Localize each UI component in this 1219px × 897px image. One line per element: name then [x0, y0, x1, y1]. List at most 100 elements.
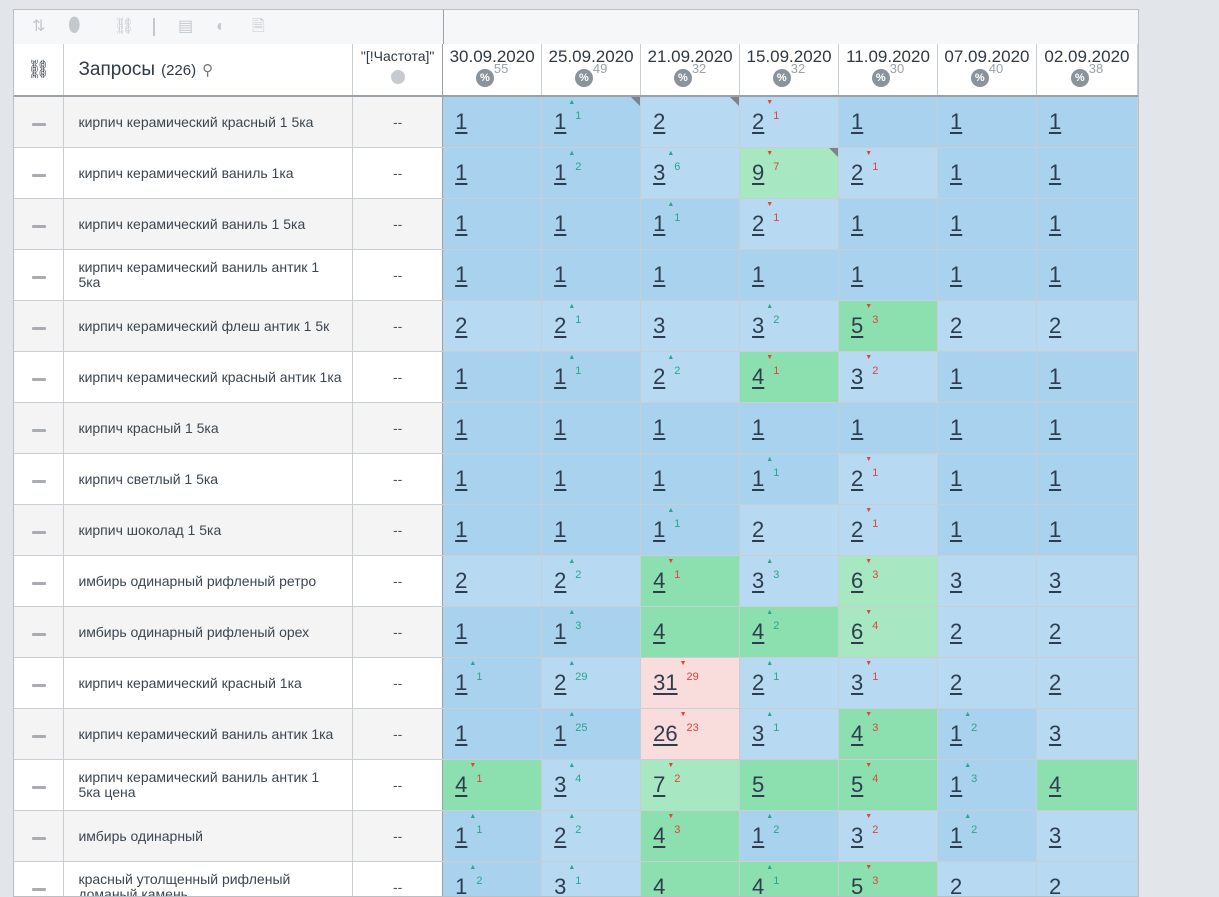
minus-icon[interactable]	[32, 378, 46, 381]
position-link[interactable]: 4	[752, 874, 764, 897]
position-link[interactable]: 2	[455, 568, 467, 593]
row-toggle-cell[interactable]	[14, 148, 64, 199]
percent-icon[interactable]: %	[1071, 69, 1089, 87]
minus-icon[interactable]	[32, 276, 46, 279]
percent-icon[interactable]: %	[476, 69, 494, 87]
position-link[interactable]: 1	[554, 517, 566, 542]
position-link[interactable]: 1	[1049, 517, 1061, 542]
position-link[interactable]: 1	[653, 466, 665, 491]
position-link[interactable]: 6	[851, 619, 863, 644]
position-link[interactable]: 1	[455, 619, 467, 644]
position-link[interactable]: 1	[455, 466, 467, 491]
position-link[interactable]: 1	[851, 109, 863, 134]
date-column-header[interactable]: 30.09.2020%55	[443, 44, 542, 96]
position-link[interactable]: 1	[752, 262, 764, 287]
position-link[interactable]: 5	[851, 313, 863, 338]
position-link[interactable]: 1	[851, 262, 863, 287]
minus-icon[interactable]	[32, 888, 46, 891]
position-link[interactable]: 1	[950, 721, 962, 746]
minus-icon[interactable]	[32, 786, 46, 789]
position-link[interactable]: 5	[851, 772, 863, 797]
position-link[interactable]: 1	[950, 415, 962, 440]
position-link[interactable]: 1	[554, 415, 566, 440]
position-link[interactable]: 4	[455, 772, 467, 797]
position-link[interactable]: 1	[950, 466, 962, 491]
position-link[interactable]: 1	[455, 415, 467, 440]
minus-icon[interactable]	[32, 123, 46, 126]
position-link[interactable]: 1	[455, 262, 467, 287]
row-toggle-cell[interactable]	[14, 505, 64, 556]
percent-icon[interactable]: %	[674, 69, 692, 87]
minus-icon[interactable]	[32, 837, 46, 840]
position-link[interactable]: 3	[752, 568, 764, 593]
table-icon[interactable]: ▤	[178, 18, 193, 36]
position-link[interactable]: 3	[653, 313, 665, 338]
position-link[interactable]: 31	[653, 670, 677, 695]
row-toggle-cell[interactable]	[14, 658, 64, 709]
position-link[interactable]: 1	[455, 874, 467, 897]
position-link[interactable]: 3	[1049, 568, 1061, 593]
position-link[interactable]: 3	[950, 568, 962, 593]
position-link[interactable]: 2	[1049, 313, 1061, 338]
position-link[interactable]: 3	[752, 313, 764, 338]
position-link[interactable]: 2	[554, 670, 566, 695]
position-link[interactable]: 2	[752, 211, 764, 236]
position-link[interactable]: 5	[752, 772, 764, 797]
position-link[interactable]: 1	[950, 772, 962, 797]
font-icon[interactable]: 🗎	[252, 18, 265, 36]
minus-icon[interactable]	[32, 174, 46, 177]
position-link[interactable]: 1	[851, 415, 863, 440]
position-link[interactable]: 3	[851, 364, 863, 389]
position-link[interactable]: 1	[752, 466, 764, 491]
position-link[interactable]: 1	[752, 415, 764, 440]
contrast-icon[interactable]: ◐	[216, 18, 226, 36]
position-link[interactable]: 1	[1049, 160, 1061, 185]
position-link[interactable]: 2	[653, 364, 665, 389]
date-column-header[interactable]: 21.09.2020%32	[641, 44, 740, 96]
position-link[interactable]: 1	[1049, 466, 1061, 491]
position-link[interactable]: 2	[1049, 874, 1061, 897]
position-link[interactable]: 2	[950, 874, 962, 897]
date-column-header[interactable]: 11.09.2020%30	[839, 44, 938, 96]
row-toggle-cell[interactable]	[14, 403, 64, 454]
position-link[interactable]: 1	[1049, 364, 1061, 389]
position-link[interactable]: 3	[851, 823, 863, 848]
date-column-header[interactable]: 07.09.2020%40	[937, 44, 1036, 96]
minus-icon[interactable]	[32, 429, 46, 432]
row-toggle-cell[interactable]	[14, 811, 64, 862]
position-link[interactable]: 2	[653, 109, 665, 134]
minus-icon[interactable]	[32, 480, 46, 483]
position-link[interactable]: 2	[554, 313, 566, 338]
position-link[interactable]: 4	[653, 619, 665, 644]
position-link[interactable]: 1	[455, 670, 467, 695]
minus-icon[interactable]	[32, 225, 46, 228]
position-link[interactable]: 1	[455, 721, 467, 746]
position-link[interactable]: 2	[752, 517, 764, 542]
minus-icon[interactable]	[32, 633, 46, 636]
position-link[interactable]: 1	[1049, 262, 1061, 287]
position-link[interactable]: 1	[554, 466, 566, 491]
position-link[interactable]: 1	[950, 109, 962, 134]
position-link[interactable]: 3	[1049, 823, 1061, 848]
position-link[interactable]: 2	[752, 109, 764, 134]
link-icon[interactable]: ⛓	[114, 18, 134, 36]
sort-icon[interactable]: ⇅	[32, 18, 45, 36]
position-link[interactable]: 3	[851, 670, 863, 695]
row-toggle-cell[interactable]	[14, 709, 64, 760]
position-link[interactable]: 2	[851, 466, 863, 491]
position-link[interactable]: 1	[1049, 109, 1061, 134]
position-link[interactable]: 1	[554, 364, 566, 389]
position-link[interactable]: 1	[1049, 415, 1061, 440]
row-toggle-cell[interactable]	[14, 199, 64, 250]
position-link[interactable]: 3	[653, 160, 665, 185]
minus-icon[interactable]	[32, 531, 46, 534]
position-link[interactable]: 1	[455, 109, 467, 134]
minus-icon[interactable]	[32, 735, 46, 738]
position-link[interactable]: 9	[752, 160, 764, 185]
globe-icon[interactable]	[391, 70, 405, 84]
position-link[interactable]: 1	[950, 517, 962, 542]
position-link[interactable]: 1	[950, 211, 962, 236]
percent-icon[interactable]: %	[773, 69, 791, 87]
position-link[interactable]: 6	[851, 568, 863, 593]
link-icon[interactable]: ⛓	[27, 59, 50, 79]
